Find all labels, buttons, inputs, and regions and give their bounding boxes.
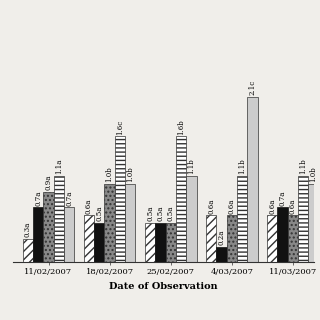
Bar: [176, 136, 186, 262]
Text: 0.5a: 0.5a: [156, 206, 164, 221]
Text: 0.6a: 0.6a: [85, 198, 93, 213]
Text: 1.6b: 1.6b: [177, 119, 185, 135]
Text: 1.1b: 1.1b: [188, 158, 196, 174]
Bar: [23, 239, 33, 262]
Bar: [165, 223, 176, 262]
Text: 1.1a: 1.1a: [55, 159, 63, 174]
Text: 1.6c: 1.6c: [116, 120, 124, 135]
Bar: [155, 223, 165, 262]
Bar: [145, 223, 155, 262]
Text: 0.9a: 0.9a: [44, 174, 52, 190]
Text: 0.7a: 0.7a: [34, 190, 42, 206]
Bar: [84, 215, 94, 262]
Text: 1.1b: 1.1b: [299, 158, 307, 174]
Text: 0.6a: 0.6a: [268, 198, 276, 213]
Text: 0.5a: 0.5a: [167, 206, 175, 221]
Bar: [186, 176, 196, 262]
Bar: [267, 215, 277, 262]
Bar: [227, 215, 237, 262]
Bar: [308, 184, 319, 262]
Text: 0.6a: 0.6a: [207, 198, 215, 213]
Text: 0.7a: 0.7a: [279, 190, 287, 206]
Bar: [54, 176, 64, 262]
Text: 0.6a: 0.6a: [289, 198, 297, 213]
Bar: [125, 184, 135, 262]
Bar: [64, 207, 74, 262]
Bar: [33, 207, 43, 262]
Bar: [277, 207, 288, 262]
Bar: [216, 247, 227, 262]
Text: 0.5a: 0.5a: [95, 206, 103, 221]
Bar: [43, 191, 54, 262]
Bar: [206, 215, 216, 262]
Text: 1.0b: 1.0b: [106, 166, 114, 182]
Text: 2.1c: 2.1c: [249, 80, 257, 95]
X-axis label: Date of Observation: Date of Observation: [109, 282, 218, 291]
Bar: [247, 97, 258, 262]
Bar: [115, 136, 125, 262]
Text: 1.0b: 1.0b: [310, 166, 318, 182]
Text: 0.7a: 0.7a: [65, 190, 73, 206]
Text: 1.0b: 1.0b: [126, 166, 134, 182]
Bar: [94, 223, 104, 262]
Text: 0.2a: 0.2a: [218, 229, 226, 245]
Bar: [288, 215, 298, 262]
Bar: [104, 184, 115, 262]
Text: 1.1b: 1.1b: [238, 158, 246, 174]
Text: 0.3a: 0.3a: [24, 222, 32, 237]
Bar: [298, 176, 308, 262]
Bar: [237, 176, 247, 262]
Text: 0.5a: 0.5a: [146, 206, 154, 221]
Text: 0.6a: 0.6a: [228, 198, 236, 213]
